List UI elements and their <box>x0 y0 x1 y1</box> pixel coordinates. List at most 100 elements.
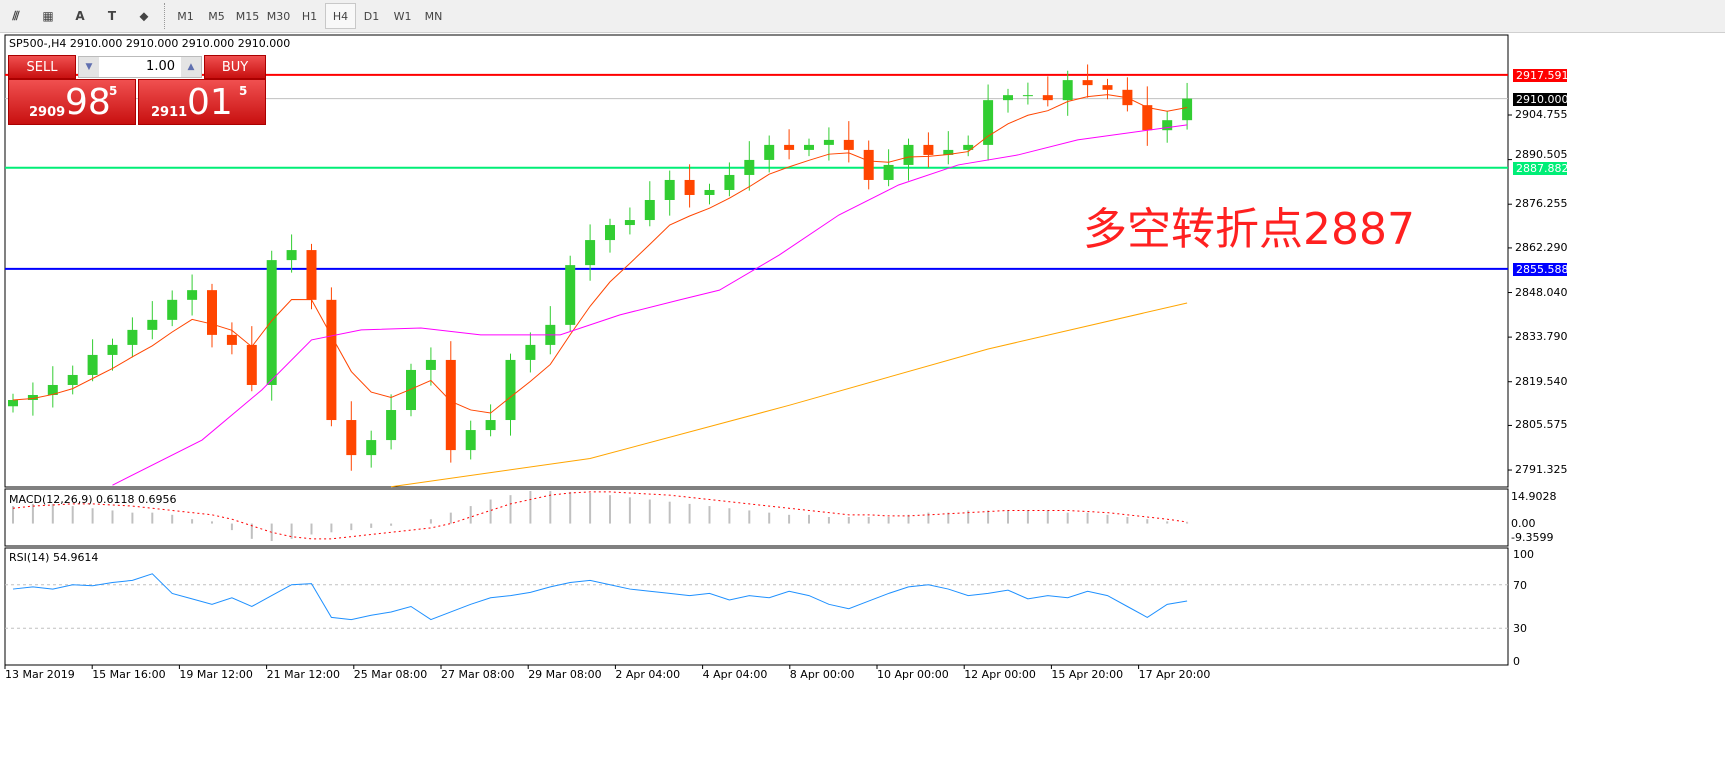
candle-body <box>67 374 78 385</box>
timeframe-m5[interactable]: M5 <box>208 9 225 23</box>
level-price-tag: 2917.591 <box>1513 68 1569 82</box>
fibonacci-expansion-icon[interactable]: ⫻ <box>12 8 20 23</box>
timeframe-m1[interactable]: M1 <box>177 9 194 23</box>
candle-body <box>1042 95 1053 101</box>
candle-body <box>684 179 695 195</box>
text-icon[interactable]: A <box>75 9 85 23</box>
lot-increase-button[interactable]: ▲ <box>181 57 201 77</box>
fibonacci-fan-icon[interactable]: ▦ <box>42 9 54 23</box>
candle-body <box>27 394 38 401</box>
candle-body <box>47 384 58 395</box>
sell-price-fraction: 5 <box>109 84 118 98</box>
lot-size-input[interactable]: ▼ 1.00 ▲ <box>78 56 202 78</box>
macd-signal-line <box>12 491 1188 540</box>
rsi-line <box>12 573 1188 621</box>
candle-body <box>923 144 934 155</box>
candle-body <box>863 149 874 180</box>
candle-body <box>664 179 675 200</box>
price-tick-label: 2805.575 <box>1515 418 1568 432</box>
timeframe-w1[interactable]: W1 <box>393 9 412 23</box>
chart-canvas[interactable] <box>0 33 1725 757</box>
symbol-info: SP500-,H4 2910.000 2910.000 2910.000 291… <box>9 37 291 50</box>
candle-body <box>1182 98 1193 121</box>
candle-body <box>326 299 337 421</box>
candle-body <box>1003 95 1013 101</box>
macd-tick-label: 14.9028 <box>1511 490 1557 503</box>
macd-tick-label: -9.3599 <box>1511 531 1554 544</box>
timeframe-h1[interactable]: H1 <box>301 9 318 23</box>
rsi-tick-label: 70 <box>1513 578 1527 592</box>
buy-price-big: 01 <box>187 82 233 123</box>
one-click-trading-panel: SELL ▼ 1.00 ▲ BUY 2909 98 5 2911 01 5 <box>8 55 266 125</box>
chart-window[interactable]: SP500-,H4 2910.000 2910.000 2910.000 291… <box>0 33 1725 757</box>
candle-body <box>425 359 436 370</box>
candle-body <box>1142 105 1153 131</box>
ma-slow-line <box>391 302 1188 488</box>
candle-body <box>823 139 834 145</box>
candle-body <box>983 100 994 145</box>
date-label: 21 Mar 12:00 <box>266 668 341 681</box>
date-label: 4 Apr 04:00 <box>702 668 768 681</box>
price-tick-label: 2862.290 <box>1515 240 1568 254</box>
candle-body <box>764 144 775 160</box>
level-price-tag: 2887.882 <box>1513 161 1569 175</box>
timeframe-d1[interactable]: D1 <box>363 9 380 23</box>
candle-body <box>207 290 217 335</box>
arrows-icon[interactable]: ⬥ <box>139 8 149 23</box>
date-label: 17 Apr 20:00 <box>1138 668 1211 681</box>
date-label: 12 Apr 00:00 <box>964 668 1036 681</box>
candle-body <box>1082 80 1093 86</box>
candle-body <box>1022 95 1033 97</box>
sell-price[interactable]: 2909 98 5 <box>8 79 136 125</box>
rsi-tick-label: 100 <box>1513 548 1534 561</box>
candle-body <box>8 400 18 407</box>
toolbar-separator <box>164 3 166 29</box>
candle-body <box>784 144 795 150</box>
lot-decrease-button[interactable]: ▼ <box>79 57 99 77</box>
candle-body <box>1062 80 1073 101</box>
macd-panel <box>4 488 1509 547</box>
timeframe-mn[interactable]: MN <box>424 9 443 23</box>
candle-body <box>485 420 496 431</box>
candle-body <box>1102 85 1113 90</box>
candle-body <box>1162 120 1173 131</box>
date-label: 8 Apr 00:00 <box>789 668 855 681</box>
timeframe-m30[interactable]: M30 <box>266 9 291 23</box>
timeframe-h4[interactable]: H4 <box>325 3 356 29</box>
text-label-icon[interactable]: T <box>107 9 117 23</box>
buy-price-prefix: 2911 <box>151 105 188 120</box>
candle-body <box>286 250 297 261</box>
sell-price-prefix: 2909 <box>29 105 66 120</box>
buy-price-fraction: 5 <box>239 84 248 98</box>
candle-body <box>585 240 596 266</box>
ma-fast-line <box>12 94 1188 414</box>
candle-body <box>366 440 377 456</box>
date-label: 15 Apr 20:00 <box>1051 668 1124 681</box>
buy-price[interactable]: 2911 01 5 <box>138 79 266 125</box>
buy-button[interactable]: BUY <box>204 55 266 79</box>
date-label: 15 Mar 16:00 <box>92 668 166 681</box>
lot-value[interactable]: 1.00 <box>146 59 175 74</box>
sell-button[interactable]: SELL <box>8 55 76 79</box>
macd-label: MACD(12,26,9) 0.6118 0.6956 <box>9 493 177 506</box>
price-tick-label: 2833.790 <box>1515 330 1568 344</box>
candle-body <box>127 329 138 345</box>
candle-body <box>704 189 715 195</box>
candle-body <box>605 225 615 241</box>
candle-body <box>644 199 655 221</box>
price-tick-label: 2819.540 <box>1515 374 1568 388</box>
date-label: 19 Mar 12:00 <box>179 668 253 681</box>
candle-body <box>306 250 317 300</box>
candle-body <box>266 260 277 385</box>
candle-body <box>505 359 516 421</box>
date-label: 29 Mar 08:00 <box>528 668 602 681</box>
chart-annotation-text[interactable]: 多空转折点2887 <box>1083 204 1415 255</box>
candle-body <box>226 334 237 345</box>
candle-body <box>804 144 814 150</box>
candle-body <box>943 149 954 155</box>
macd-tick-label: 0.00 <box>1511 517 1536 530</box>
date-label: 27 Mar 08:00 <box>441 668 515 681</box>
timeframe-m15[interactable]: M15 <box>235 9 260 23</box>
candle-body <box>87 354 98 375</box>
rsi-tick-label: 30 <box>1513 622 1527 636</box>
